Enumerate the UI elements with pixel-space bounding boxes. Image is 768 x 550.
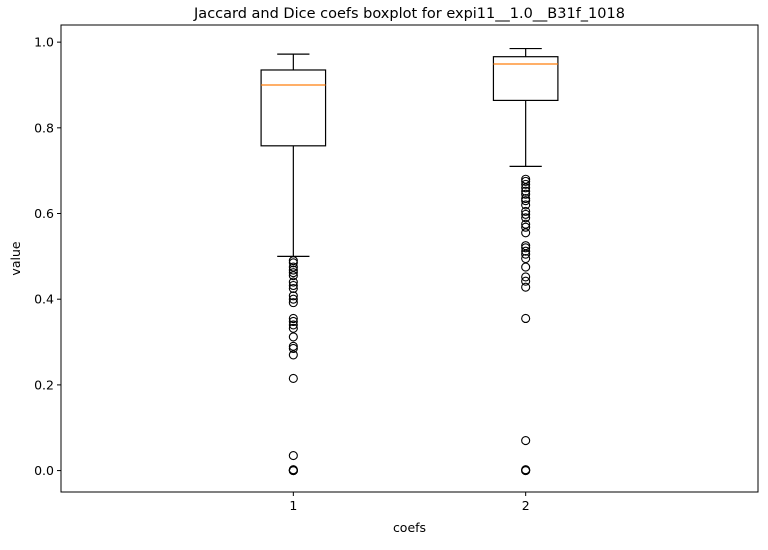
y-tick-label: 0.0 (34, 463, 54, 478)
outlier-point (521, 186, 531, 196)
outlier-point (288, 466, 298, 476)
x-axis-label: coefs (393, 520, 426, 535)
outlier-point (521, 282, 531, 292)
outlier-point (521, 176, 531, 186)
outlier-point (288, 323, 298, 333)
outlier-point (288, 350, 298, 360)
x-tick-label: 1 (289, 498, 297, 513)
outlier-point (288, 265, 298, 275)
outlier-point (288, 316, 298, 327)
outlier-point (288, 262, 298, 272)
outlier-point (521, 466, 531, 476)
outlier-point (521, 183, 531, 193)
outlier-point (521, 206, 531, 216)
outlier-point (521, 276, 531, 286)
y-tick-label: 0.2 (34, 377, 54, 392)
outlier-point (288, 283, 298, 294)
chart-title: Jaccard and Dice coefs boxplot for expi1… (193, 6, 625, 22)
outlier-point (521, 209, 531, 219)
outlier-point (521, 246, 531, 256)
box-iqr (260, 69, 327, 147)
outlier-point (521, 249, 531, 259)
y-axis: 0.0 0.2 0.4 0.6 0.8 1.0 (34, 35, 61, 478)
outlier-point (521, 196, 531, 206)
outlier-point (288, 320, 298, 330)
outlier-point (288, 280, 298, 291)
outlier-point (521, 262, 531, 272)
y-tick-label: 0.4 (34, 292, 54, 307)
outlier-point (288, 271, 298, 281)
outlier-point (288, 343, 298, 354)
y-axis-label: value (8, 241, 23, 275)
outlier-point (288, 313, 298, 324)
outlier-point (521, 313, 531, 324)
outlier-point (288, 332, 298, 342)
outlier-point (521, 179, 531, 189)
box-group-1 (260, 53, 327, 476)
y-tick-label: 0.8 (34, 120, 54, 135)
outlier-point (521, 219, 531, 229)
outlier-point (288, 298, 298, 308)
outlier-point (521, 243, 531, 253)
y-tick-label: 0.6 (34, 206, 54, 221)
outlier-point (288, 291, 298, 301)
outlier-point (288, 258, 298, 268)
outlier-point (288, 373, 298, 384)
x-tick-label: 2 (522, 498, 530, 513)
outlier-point (288, 268, 298, 278)
outlier-point (521, 213, 531, 223)
box-iqr (492, 56, 559, 102)
boxes-layer (260, 47, 559, 476)
outlier-point (521, 189, 531, 199)
outlier-point (521, 272, 531, 282)
outlier-point (288, 294, 298, 304)
outlier-point (521, 228, 531, 238)
outlier-point (521, 436, 531, 446)
outlier-point (288, 451, 298, 461)
outlier-point (521, 222, 531, 232)
outlier-point (521, 200, 531, 210)
box-group-2 (492, 47, 559, 476)
outlier-point (521, 253, 531, 264)
plot-area (60, 24, 759, 493)
y-tick-label: 1.0 (34, 35, 54, 50)
outlier-point (288, 277, 298, 287)
